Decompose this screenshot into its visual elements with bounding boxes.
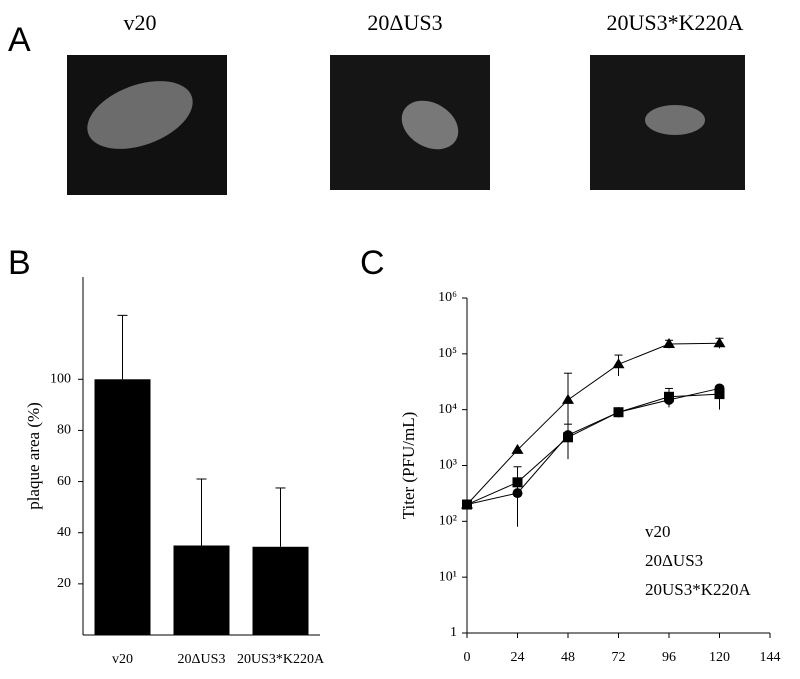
x-tick-label: 0 bbox=[464, 650, 471, 665]
y-tick-label: 10³ bbox=[439, 458, 457, 473]
panel-label: B bbox=[8, 244, 31, 282]
marker bbox=[512, 488, 523, 499]
x-tick-label: 20US3*K220A bbox=[237, 652, 325, 667]
x-tick-label: 120 bbox=[709, 650, 730, 665]
x-tick-label: 96 bbox=[662, 650, 676, 665]
panel-label: C bbox=[360, 244, 385, 282]
image-title: 20ΔUS3 bbox=[367, 10, 442, 35]
x-tick-label: 144 bbox=[760, 650, 781, 665]
marker bbox=[563, 430, 573, 441]
x-tick-label: 48 bbox=[561, 650, 575, 665]
panel-label: A bbox=[8, 21, 31, 59]
marker bbox=[512, 477, 523, 488]
micrographs bbox=[67, 55, 745, 195]
y-tick-label: 10⁴ bbox=[438, 402, 457, 417]
y-tick-label: 20 bbox=[57, 576, 71, 591]
y-tick-label: 60 bbox=[57, 474, 71, 489]
marker bbox=[664, 394, 674, 405]
plaque bbox=[87, 81, 193, 149]
marker bbox=[714, 383, 725, 394]
marker bbox=[663, 338, 675, 349]
y-tick-label: 80 bbox=[57, 423, 71, 438]
marker bbox=[613, 407, 624, 418]
y-tick-label: 40 bbox=[57, 525, 71, 540]
x-tick-label: 72 bbox=[612, 650, 626, 665]
y-tick-label: 1 bbox=[450, 625, 457, 640]
x-tick-label: v20 bbox=[112, 652, 133, 667]
legend-label: 20ΔUS3 bbox=[645, 551, 703, 570]
y-tick-label: 10¹ bbox=[439, 569, 457, 584]
plaque bbox=[401, 100, 459, 150]
y-axis-label: plaque area (%) bbox=[24, 402, 43, 510]
image-title: v20 bbox=[124, 10, 157, 35]
marker bbox=[562, 393, 574, 404]
plaque bbox=[645, 105, 705, 135]
series-line bbox=[466, 342, 720, 505]
bar bbox=[173, 545, 230, 635]
y-tick-label: 10⁶ bbox=[438, 290, 457, 305]
x-tick-label: 20ΔUS3 bbox=[178, 652, 226, 667]
series-line bbox=[466, 387, 720, 506]
series-line bbox=[466, 393, 720, 505]
y-tick-label: 10² bbox=[439, 514, 457, 529]
bar bbox=[94, 379, 151, 635]
y-tick-label: 10⁵ bbox=[438, 346, 457, 361]
bar bbox=[252, 546, 309, 635]
image-title: 20US3*K220A bbox=[607, 10, 744, 35]
legend-label: 20US3*K220A bbox=[645, 580, 752, 599]
marker bbox=[462, 499, 472, 510]
x-tick-label: 24 bbox=[511, 650, 525, 665]
marker bbox=[511, 443, 524, 454]
marker bbox=[713, 337, 726, 348]
marker bbox=[612, 358, 625, 369]
legend-label: v20 bbox=[645, 522, 671, 541]
y-tick-label: 100 bbox=[50, 372, 71, 387]
marker bbox=[714, 389, 725, 400]
y-axis-label: Titer (PFU/mL) bbox=[399, 412, 418, 520]
